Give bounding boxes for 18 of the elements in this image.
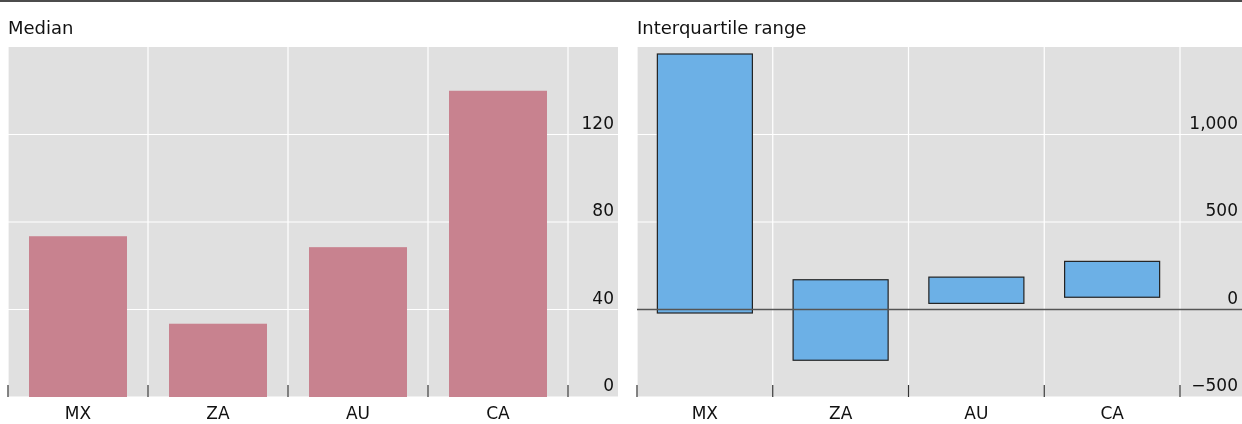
chart-title: Interquartile range (637, 17, 807, 38)
y-tick-label: 120 (581, 112, 614, 133)
x-tick-label: AU (345, 403, 371, 423)
y-tick-label: 500 (1205, 200, 1238, 220)
x-tick-label: MX (691, 403, 719, 423)
y-tick-label: 40 (592, 287, 614, 308)
y-tick-label: −500 (1191, 375, 1238, 395)
x-tick-label: AU (964, 403, 989, 423)
x-tick-label: MX (64, 403, 92, 423)
y-tick-label: 0 (1227, 287, 1238, 308)
y-tick-label: 0 (603, 375, 614, 395)
x-tick-label: ZA (206, 403, 231, 423)
chart-title: Median (8, 17, 74, 38)
y-tick-label: 1,000 (1189, 112, 1238, 133)
y-tick-label: 80 (592, 200, 614, 220)
x-tick-label: ZA (828, 403, 853, 423)
x-tick-label: CA (486, 403, 511, 423)
x-tick-label: CA (1100, 403, 1125, 423)
